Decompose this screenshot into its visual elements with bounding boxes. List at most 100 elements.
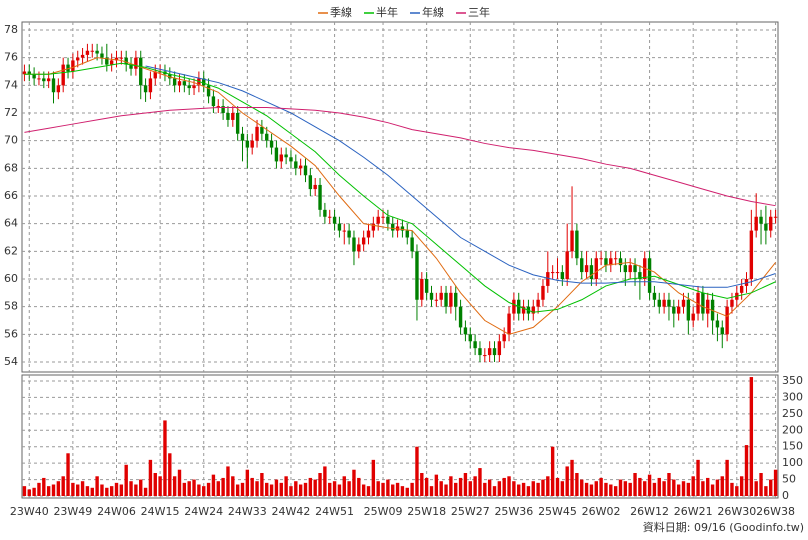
volume-bar bbox=[531, 481, 535, 496]
volume-bar bbox=[715, 479, 720, 496]
candle-body bbox=[337, 223, 342, 231]
candle-body bbox=[100, 53, 104, 58]
candle-body bbox=[749, 230, 754, 279]
candle-body bbox=[61, 64, 65, 86]
volume-bar bbox=[449, 476, 453, 496]
volume-bar bbox=[361, 484, 366, 496]
candle-body bbox=[66, 64, 70, 72]
volume-bar bbox=[468, 481, 472, 496]
volume-bar bbox=[521, 482, 526, 496]
volume-bar bbox=[202, 486, 206, 496]
candle-body bbox=[531, 306, 535, 314]
volume-bar bbox=[478, 468, 482, 496]
candle-body bbox=[202, 78, 206, 86]
candle-body bbox=[303, 165, 308, 176]
volume-bar bbox=[308, 477, 313, 496]
candle-body bbox=[371, 223, 376, 231]
x-tick-label: 26W12 bbox=[630, 505, 669, 518]
volume-bar bbox=[153, 473, 157, 496]
volume-bar bbox=[764, 486, 768, 496]
volume-bar bbox=[395, 482, 400, 496]
volume-bar bbox=[342, 476, 346, 496]
volume-bar bbox=[613, 486, 618, 496]
x-tick-label: 25W18 bbox=[407, 505, 446, 518]
volume-bar bbox=[725, 459, 729, 496]
candle-body bbox=[454, 292, 458, 307]
candle-body bbox=[381, 216, 385, 218]
candle-body bbox=[560, 272, 565, 279]
x-tick-label: 25W45 bbox=[538, 505, 577, 518]
volume-bar bbox=[550, 446, 555, 496]
candle-body bbox=[701, 292, 705, 314]
volume-bar bbox=[618, 479, 623, 496]
volume-bar bbox=[235, 484, 240, 496]
ma-line bbox=[24, 57, 776, 335]
y2-tick-label: 150 bbox=[782, 440, 803, 453]
y-tick-label: 76 bbox=[4, 51, 18, 64]
volume-bar bbox=[647, 474, 652, 496]
volume-bar bbox=[221, 477, 225, 496]
candle-body bbox=[439, 292, 443, 300]
volume-bar bbox=[609, 484, 613, 496]
candle-body bbox=[124, 57, 128, 65]
candle-body bbox=[449, 292, 453, 307]
candle-body bbox=[265, 133, 269, 141]
y2-tick-label: 50 bbox=[782, 473, 796, 486]
candle-body bbox=[415, 251, 419, 300]
candle-body bbox=[773, 216, 778, 218]
volume-bar bbox=[376, 481, 380, 496]
candle-body bbox=[681, 299, 686, 307]
volume-bar bbox=[769, 479, 773, 496]
volume-bar bbox=[27, 489, 31, 496]
volume-bar bbox=[754, 481, 758, 496]
y2-tick-label: 0 bbox=[782, 489, 789, 502]
candle-body bbox=[221, 106, 225, 113]
volume-bar bbox=[109, 486, 114, 496]
volume-bar bbox=[386, 479, 390, 496]
volume-bar bbox=[681, 481, 686, 496]
candle-body bbox=[628, 265, 632, 273]
legend-label: 三年 bbox=[468, 5, 490, 19]
x-tick-label: 24W15 bbox=[141, 505, 180, 518]
volume-bar bbox=[686, 482, 691, 496]
y-tick-label: 64 bbox=[4, 217, 18, 230]
volume-bar bbox=[696, 459, 700, 496]
candle-body bbox=[754, 216, 758, 231]
volume-bar bbox=[420, 473, 424, 496]
candle-body bbox=[512, 299, 516, 314]
y2-tick-label: 300 bbox=[782, 390, 803, 403]
volume-bar bbox=[187, 481, 191, 496]
candle-body bbox=[177, 81, 182, 86]
volume-bar bbox=[594, 481, 598, 496]
volume-bar bbox=[134, 484, 138, 496]
volume-bar bbox=[667, 473, 671, 496]
candle-body bbox=[352, 237, 356, 252]
candle-body bbox=[565, 251, 569, 279]
candle-body bbox=[211, 96, 216, 107]
candle-body bbox=[32, 74, 36, 79]
candle-body bbox=[90, 50, 94, 52]
volume-bar bbox=[657, 477, 661, 496]
candle-body bbox=[609, 258, 613, 266]
candle-body bbox=[662, 299, 666, 307]
ma-line bbox=[145, 65, 776, 288]
volume-bar bbox=[463, 473, 468, 496]
volume-bar bbox=[298, 484, 303, 496]
candle-body bbox=[672, 306, 676, 314]
candle-body bbox=[623, 265, 628, 273]
volume-bar bbox=[652, 482, 657, 496]
candle-body bbox=[187, 85, 191, 89]
volume-bar bbox=[546, 476, 550, 496]
volume-bar bbox=[487, 479, 492, 496]
candle-body bbox=[580, 258, 584, 273]
volume-bar bbox=[739, 476, 744, 496]
volume-bar bbox=[168, 453, 172, 496]
volume-bar bbox=[473, 476, 477, 496]
volume-bar bbox=[80, 481, 85, 496]
candle-body bbox=[294, 161, 298, 169]
y-tick-label: 60 bbox=[4, 272, 18, 285]
candle-body bbox=[76, 57, 80, 61]
volume-bar bbox=[429, 486, 434, 496]
candle-body bbox=[134, 57, 138, 69]
